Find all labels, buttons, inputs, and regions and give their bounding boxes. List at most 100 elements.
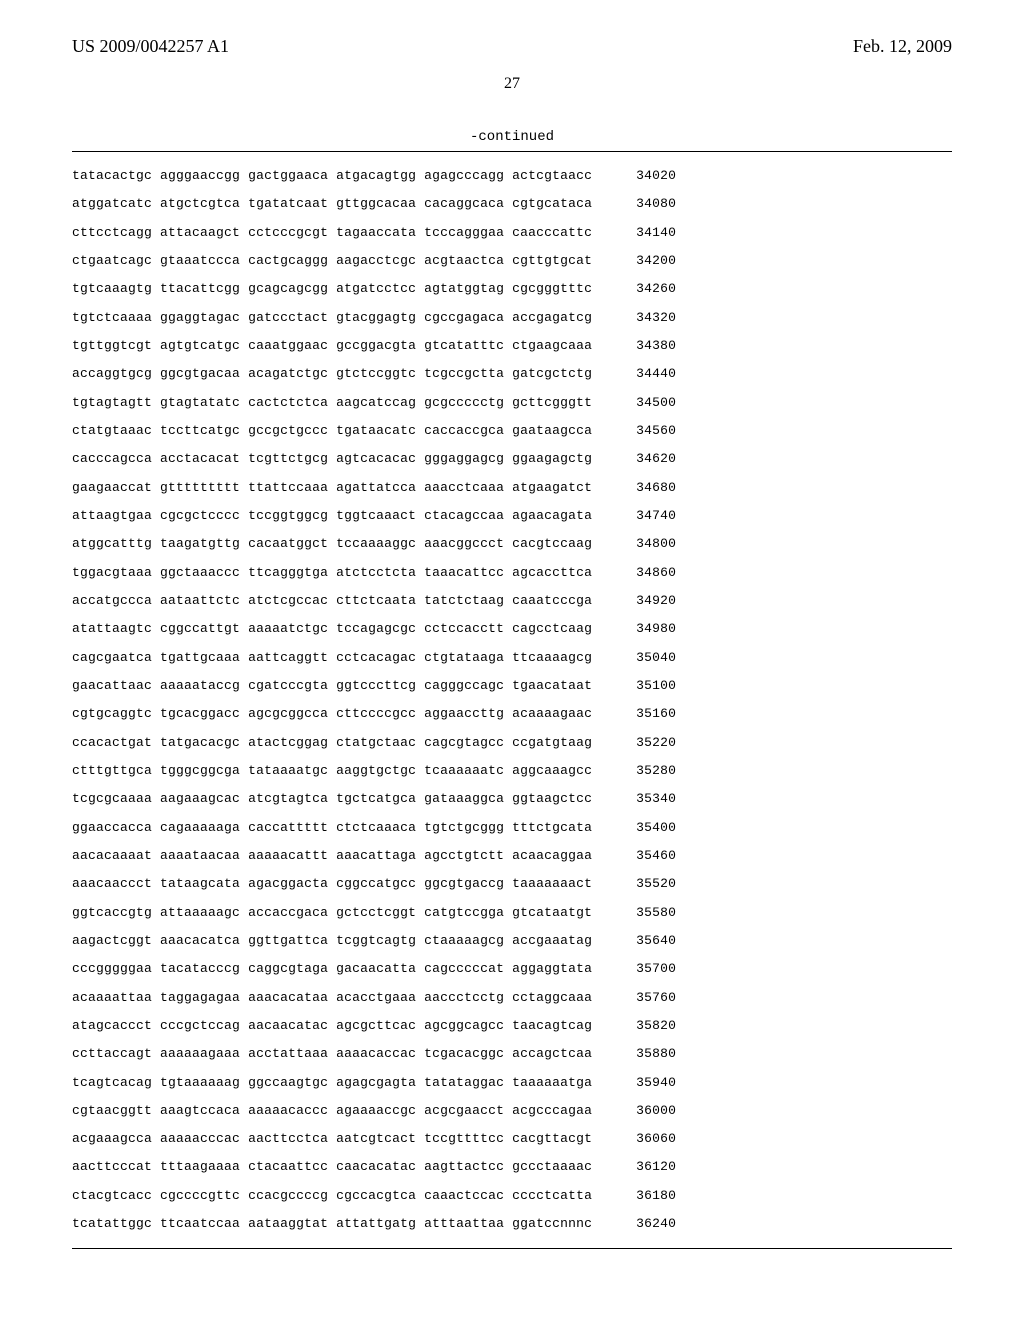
sequence-chunk: tatacactgc xyxy=(72,162,152,190)
sequence-chunk: gtcataatgt xyxy=(512,899,592,927)
sequence-chunk: accaccgaca xyxy=(248,899,328,927)
sequence-chunk: tcgttctgcg xyxy=(248,445,328,473)
sequence-row: cagcgaatca tgattgcaaa aattcaggtt cctcaca… xyxy=(72,644,952,672)
sequence-row: ctttgttgca tgggcggcga tataaaatgc aaggtgc… xyxy=(72,757,952,785)
sequence-chunk: gccctaaaac xyxy=(512,1153,592,1181)
sequence-chunk: agaacagata xyxy=(512,502,592,530)
sequence-chunk: ttacattcgg xyxy=(160,275,240,303)
sequence-row: tcatattggc ttcaatccaa aataaggtat attattg… xyxy=(72,1210,952,1238)
sequence-chunk: agggaaccgg xyxy=(160,162,240,190)
sequence-position: 35100 xyxy=(616,672,676,700)
sequence-chunk: cactctctca xyxy=(248,389,328,417)
sequence-chunk: caacacatac xyxy=(336,1153,416,1181)
sequence-chunk: ccacgccccg xyxy=(248,1182,328,1210)
sequence-position: 35340 xyxy=(616,785,676,813)
sequence-chunk: taggagagaa xyxy=(160,984,240,1012)
sequence-chunk: tcccagggaa xyxy=(424,219,504,247)
sequence-chunk: accagctcaa xyxy=(512,1040,592,1068)
sequence-chunk: cagcccccat xyxy=(424,955,504,983)
sequence-row: ctgaatcagc gtaaatccca cactgcaggg aagacct… xyxy=(72,247,952,275)
sequence-chunk: atactcggag xyxy=(248,729,328,757)
sequence-position: 35460 xyxy=(616,842,676,870)
sequence-chunk: acaacaggaa xyxy=(512,842,592,870)
sequence-chunk: tccttcatgc xyxy=(160,417,240,445)
sequence-chunk: aaaaataccg xyxy=(160,672,240,700)
sequence-chunk: tgtctcaaaa xyxy=(72,304,152,332)
sequence-chunk: gtagtatatc xyxy=(160,389,240,417)
sequence-position: 35220 xyxy=(616,729,676,757)
sequence-chunk: ctatgtaaac xyxy=(72,417,152,445)
sequence-chunk: aagacctcgc xyxy=(336,247,416,275)
sequence-row: tcagtcacag tgtaaaaaag ggccaagtgc agagcga… xyxy=(72,1069,952,1097)
sequence-position: 34920 xyxy=(616,587,676,615)
sequence-row: tgtagtagtt gtagtatatc cactctctca aagcatc… xyxy=(72,389,952,417)
sequence-chunk: caggcgtaga xyxy=(248,955,328,983)
sequence-chunk: tttctgcata xyxy=(512,814,592,842)
sequence-position: 34560 xyxy=(616,417,676,445)
sequence-chunk: cacgtccaag xyxy=(512,530,592,558)
sequence-chunk: tgggcggcga xyxy=(160,757,240,785)
sequence-listing: tatacactgc agggaaccgg gactggaaca atgacag… xyxy=(72,162,952,1238)
sequence-row: tatacactgc agggaaccgg gactggaaca atgacag… xyxy=(72,162,952,190)
sequence-chunk: atttaattaa xyxy=(424,1210,504,1238)
sequence-chunk: cgtgcaggtc xyxy=(72,700,152,728)
sequence-chunk: aataaggtat xyxy=(248,1210,328,1238)
sequence-chunk: gaagaaccat xyxy=(72,474,152,502)
sequence-chunk: aggaggtata xyxy=(512,955,592,983)
sequence-chunk: ctgtataaga xyxy=(424,644,504,672)
sequence-position: 34800 xyxy=(616,530,676,558)
sequence-chunk: aagaaagcac xyxy=(160,785,240,813)
sequence-row: aacttcccat tttaagaaaa ctacaattcc caacaca… xyxy=(72,1153,952,1181)
sequence-chunk: tccaaaaggc xyxy=(336,530,416,558)
sequence-chunk: gatcgctctg xyxy=(512,360,592,388)
sequence-chunk: acctacacat xyxy=(160,445,240,473)
sequence-chunk: agcgcttcac xyxy=(336,1012,416,1040)
sequence-row: ggaaccacca cagaaaaaga caccattttt ctctcaa… xyxy=(72,814,952,842)
sequence-chunk: atctcctcta xyxy=(336,559,416,587)
sequence-chunk: aatcgtcact xyxy=(336,1125,416,1153)
sequence-chunk: tcgacacggc xyxy=(424,1040,504,1068)
sequence-chunk: cgttgtgcat xyxy=(512,247,592,275)
sequence-chunk: aacaacatac xyxy=(248,1012,328,1040)
sequence-chunk: tggacgtaaa xyxy=(72,559,152,587)
sequence-chunk: attattgatg xyxy=(336,1210,416,1238)
sequence-position: 34440 xyxy=(616,360,676,388)
sequence-chunk: aagttactcc xyxy=(424,1153,504,1181)
sequence-chunk: ggaaccacca xyxy=(72,814,152,842)
sequence-position: 34740 xyxy=(616,502,676,530)
sequence-chunk: agaaaaccgc xyxy=(336,1097,416,1125)
sequence-chunk: aaaaaagaaa xyxy=(160,1040,240,1068)
sequence-chunk: aaacattaga xyxy=(336,842,416,870)
sequence-chunk: tgtcaaagtg xyxy=(72,275,152,303)
sequence-chunk: tcatattggc xyxy=(72,1210,152,1238)
sequence-chunk: aaaataacaa xyxy=(160,842,240,870)
sequence-row: aaacaaccct tataagcata agacggacta cggccat… xyxy=(72,870,952,898)
sequence-chunk: cagcctcaag xyxy=(512,615,592,643)
sequence-chunk: aaccctcctg xyxy=(424,984,504,1012)
sequence-position: 36120 xyxy=(616,1153,676,1181)
sequence-chunk: ccgatgtaag xyxy=(512,729,592,757)
sequence-chunk: gacaacatta xyxy=(336,955,416,983)
sequence-position: 36060 xyxy=(616,1125,676,1153)
sequence-chunk: tgttggtcgt xyxy=(72,332,152,360)
sequence-chunk: cctccacctt xyxy=(424,615,504,643)
sequence-chunk: ggttgattca xyxy=(248,927,328,955)
sequence-chunk: tgatatcaat xyxy=(248,190,328,218)
sequence-chunk: ggcgtgaccg xyxy=(424,870,504,898)
sequence-row: cacccagcca acctacacat tcgttctgcg agtcaca… xyxy=(72,445,952,473)
sequence-row: tgtcaaagtg ttacattcgg gcagcagcgg atgatcc… xyxy=(72,275,952,303)
sequence-chunk: ctctcaaaca xyxy=(336,814,416,842)
sequence-chunk: gataaaggca xyxy=(424,785,504,813)
sequence-chunk: tttaagaaaa xyxy=(160,1153,240,1181)
sequence-chunk: attacaagct xyxy=(160,219,240,247)
sequence-chunk: caacccattc xyxy=(512,219,592,247)
publication-date: Feb. 12, 2009 xyxy=(853,36,952,57)
sequence-chunk: cagaaaaaga xyxy=(160,814,240,842)
sequence-chunk: tcggtcagtg xyxy=(336,927,416,955)
sequence-chunk: gcagcagcgg xyxy=(248,275,328,303)
sequence-row: cttcctcagg attacaagct cctcccgcgt tagaacc… xyxy=(72,219,952,247)
sequence-chunk: acgcccagaa xyxy=(512,1097,592,1125)
sequence-chunk: atggcatttg xyxy=(72,530,152,558)
sequence-chunk: cccctcatta xyxy=(512,1182,592,1210)
sequence-chunk: taaacattcc xyxy=(424,559,504,587)
